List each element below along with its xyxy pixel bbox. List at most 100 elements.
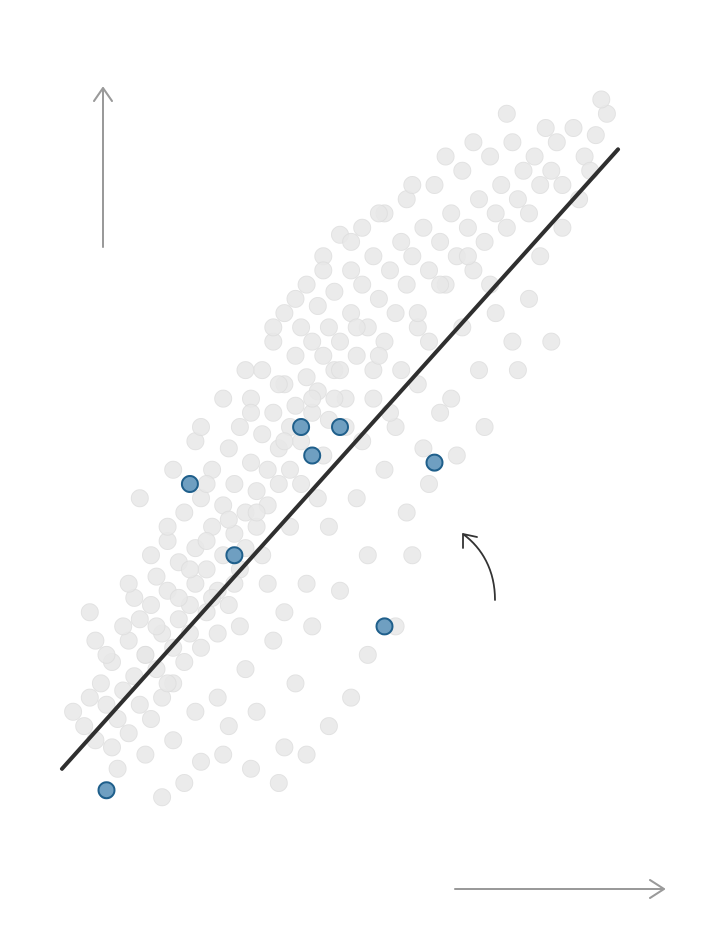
background-point	[175, 503, 194, 522]
background-point	[420, 475, 438, 493]
background-point	[536, 119, 555, 137]
background-point	[520, 289, 538, 308]
background-point	[314, 261, 333, 280]
background-point	[297, 275, 316, 294]
background-point	[369, 289, 388, 308]
background-point	[486, 204, 505, 223]
background-point	[470, 361, 488, 380]
background-point	[269, 375, 288, 394]
background-point	[80, 688, 99, 707]
background-point	[186, 702, 205, 721]
background-point	[164, 460, 183, 479]
background-point	[281, 460, 299, 479]
background-point	[158, 674, 177, 693]
background-point	[542, 332, 561, 351]
background-point	[275, 304, 294, 323]
background-point	[547, 133, 566, 152]
background-point	[80, 603, 99, 622]
background-point	[97, 695, 116, 714]
background-point	[358, 645, 377, 664]
background-point	[303, 617, 322, 636]
background-point	[353, 218, 372, 237]
background-point	[531, 176, 550, 194]
background-point	[470, 190, 488, 209]
background-point	[175, 653, 194, 671]
background-point	[508, 190, 527, 209]
background-point	[297, 368, 316, 387]
background-point	[236, 660, 255, 679]
highlighted-point	[425, 453, 444, 472]
background-point	[203, 588, 222, 607]
background-point	[403, 176, 422, 194]
background-point	[364, 389, 383, 408]
background-point	[108, 759, 127, 778]
background-point	[142, 596, 160, 614]
background-point	[525, 147, 544, 166]
background-point	[258, 460, 277, 479]
background-point	[475, 232, 494, 251]
background-point	[414, 439, 433, 458]
background-point	[431, 275, 450, 294]
highlighted-point	[292, 418, 311, 436]
background-point	[258, 574, 277, 593]
background-point	[130, 695, 149, 714]
background-point	[481, 147, 500, 166]
background-point	[436, 147, 455, 166]
background-point	[420, 261, 438, 280]
highlighted-point	[375, 617, 394, 636]
background-point	[208, 624, 227, 643]
background-point	[180, 560, 199, 579]
highlighted-point	[303, 446, 322, 465]
background-point	[303, 332, 322, 351]
background-point	[475, 418, 494, 436]
background-point	[275, 432, 294, 451]
highlighted-point	[225, 546, 244, 565]
background-point	[219, 510, 238, 529]
background-point	[169, 610, 188, 629]
background-point	[414, 218, 433, 237]
background-point	[225, 475, 244, 493]
background-point	[397, 503, 416, 522]
background-point	[169, 588, 188, 607]
background-point	[264, 318, 283, 337]
background-point	[458, 247, 477, 266]
background-point	[431, 232, 450, 251]
background-point	[508, 361, 527, 380]
background-point	[236, 361, 255, 380]
background-point	[147, 617, 166, 636]
background-point	[353, 275, 372, 294]
background-point	[247, 702, 266, 721]
background-point	[453, 161, 472, 180]
background-point	[375, 460, 394, 479]
background-point	[514, 161, 533, 180]
background-point	[230, 617, 249, 636]
background-point	[420, 332, 438, 351]
background-point	[342, 232, 361, 251]
background-point	[136, 645, 155, 664]
background-point	[275, 603, 294, 622]
background-point	[442, 389, 461, 408]
background-point	[214, 745, 233, 764]
background-point	[453, 318, 472, 337]
background-point	[147, 567, 166, 586]
background-point	[458, 218, 477, 237]
background-point	[253, 425, 272, 444]
background-point	[347, 346, 366, 365]
background-point	[247, 482, 266, 501]
background-point	[75, 717, 94, 736]
background-point	[520, 204, 538, 223]
background-points	[64, 90, 616, 807]
background-point	[369, 204, 388, 223]
background-point	[319, 717, 338, 736]
background-point	[314, 346, 333, 365]
background-point	[486, 304, 505, 323]
background-point	[553, 218, 572, 237]
background-point	[381, 261, 399, 280]
background-point	[275, 738, 294, 757]
background-point	[286, 346, 305, 365]
background-point	[192, 418, 210, 436]
background-point	[586, 126, 605, 145]
background-point	[269, 774, 288, 792]
background-point	[342, 688, 361, 707]
background-point	[292, 475, 311, 493]
